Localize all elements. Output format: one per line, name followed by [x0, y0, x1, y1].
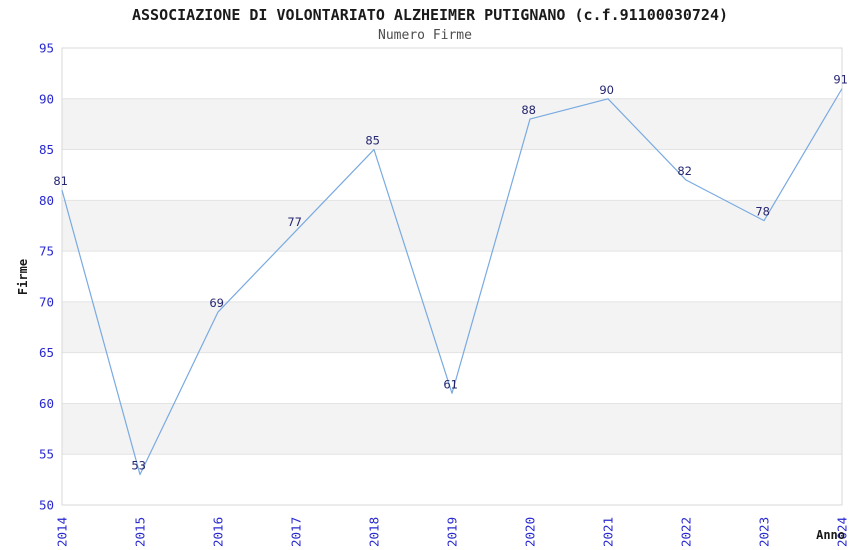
- chart-title: ASSOCIAZIONE DI VOLONTARIATO ALZHEIMER P…: [131, 6, 729, 24]
- data-point-label: 53: [131, 459, 146, 473]
- data-point-label: 82: [677, 164, 692, 178]
- y-tick-label: 95: [39, 41, 54, 56]
- data-point-label: 69: [209, 296, 224, 310]
- x-tick-label: 2023: [757, 517, 772, 547]
- x-tick-label: 2014: [55, 517, 70, 547]
- x-tick-label: 2020: [523, 517, 538, 547]
- data-line: [61, 88, 843, 476]
- y-tick-label: 90: [39, 91, 54, 106]
- data-point-label: 90: [599, 83, 614, 97]
- x-tick-label: 2021: [601, 517, 616, 547]
- y-tick-label: 50: [39, 498, 54, 513]
- data-point-label: 88: [521, 103, 536, 117]
- y-axis-title: Firme: [16, 258, 30, 296]
- y-tick-label: 60: [39, 396, 54, 411]
- chart-subtitle: Numero Firme: [378, 28, 472, 43]
- y-tick-label: 55: [39, 447, 54, 462]
- band: [62, 200, 842, 252]
- data-point-label: 91: [833, 73, 848, 87]
- x-tick-label: 2017: [289, 517, 304, 547]
- x-tick-label: 2022: [679, 517, 694, 547]
- x-tick-label: 2024: [835, 517, 850, 547]
- band: [62, 98, 842, 150]
- band: [62, 301, 842, 353]
- data-point-label: 85: [365, 134, 380, 148]
- x-tick-label: 2018: [367, 517, 382, 547]
- x-tick-label: 2015: [133, 517, 148, 547]
- band: [62, 403, 842, 455]
- y-tick-label: 85: [39, 142, 54, 157]
- x-axis-title: Anno: [816, 528, 845, 542]
- y-tick-label: 80: [39, 193, 54, 208]
- x-tick-label: 2019: [445, 517, 460, 547]
- y-tick-label: 70: [39, 294, 54, 309]
- data-point-label: 77: [287, 215, 302, 229]
- plot-border: [61, 47, 843, 506]
- x-tick-label: 2016: [211, 517, 226, 547]
- y-tick-label: 65: [39, 345, 54, 360]
- data-point-label: 78: [755, 205, 770, 219]
- y-tick-label: 75: [39, 244, 54, 259]
- data-point-label: 81: [53, 174, 68, 188]
- data-point-label: 61: [443, 377, 458, 391]
